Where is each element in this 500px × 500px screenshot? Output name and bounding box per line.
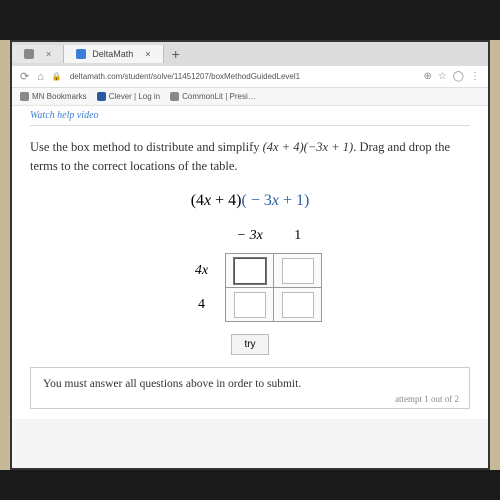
- instruction-text: Use the box method to distribute and sim…: [30, 138, 470, 176]
- expr-var: x: [272, 192, 279, 209]
- col-header-0: − 3x: [226, 220, 274, 254]
- expr-part: + 4): [211, 192, 241, 209]
- lock-icon: 🔒: [52, 72, 62, 81]
- profile-icon[interactable]: ◯: [453, 71, 464, 82]
- drop-cell-1-0[interactable]: [226, 288, 274, 322]
- bookmark-item[interactable]: MN Bookmarks: [20, 92, 87, 101]
- drop-cell-1-1[interactable]: [274, 288, 322, 322]
- drop-cell-0-0[interactable]: [226, 254, 274, 288]
- drop-cell-0-1[interactable]: [274, 254, 322, 288]
- col-header-1: 1: [274, 220, 322, 254]
- bookmark-item[interactable]: CommonLit | Presi…: [170, 92, 256, 101]
- try-button[interactable]: try: [231, 334, 268, 355]
- url-text[interactable]: deltamath.com/student/solve/11451207/box…: [70, 72, 416, 81]
- bookmark-label: Clever | Log in: [109, 92, 160, 101]
- refresh-icon[interactable]: ⟳: [20, 70, 29, 83]
- warning-text: You must answer all questions above in o…: [43, 378, 301, 390]
- laptop-bottom-bezel: [0, 470, 500, 500]
- expr-part: + 1): [279, 192, 309, 209]
- divider: [30, 125, 470, 126]
- screen: × DeltaMath × + ⟳ ⌂ 🔒 deltamath.com/stud…: [10, 40, 490, 470]
- new-tab-button[interactable]: +: [164, 46, 188, 62]
- browser-tab-0[interactable]: ×: [12, 45, 64, 63]
- instruction-pre: Use the box method to distribute and sim…: [30, 140, 263, 154]
- bookmark-icon: [20, 92, 29, 101]
- expr-part: ( − 3: [241, 192, 271, 209]
- attempt-counter: attempt 1 out of 2: [395, 394, 459, 404]
- row-header-0: 4x: [178, 254, 226, 288]
- page-content: Watch help video Use the box method to d…: [12, 106, 488, 419]
- tab-label: DeltaMath: [92, 49, 133, 59]
- row-header-1: 4: [178, 288, 226, 322]
- url-right-icons: ⊕ ☆ ◯ ⋮: [423, 71, 480, 82]
- tab-close-icon[interactable]: ×: [46, 49, 51, 59]
- browser-tab-1[interactable]: DeltaMath ×: [64, 45, 163, 63]
- expr-part: (4: [191, 192, 204, 209]
- submit-warning-box: You must answer all questions above in o…: [30, 367, 470, 409]
- drop-target[interactable]: [282, 258, 314, 284]
- bookmarks-bar: MN Bookmarks Clever | Log in CommonLit |…: [12, 88, 488, 106]
- bookmark-icon: [170, 92, 179, 101]
- corner-cell: [178, 220, 226, 254]
- drop-target[interactable]: [234, 292, 266, 318]
- star-icon[interactable]: ☆: [438, 71, 447, 82]
- extension-icon[interactable]: ⊕: [423, 71, 431, 82]
- instruction-expression: (4x + 4)(−3x + 1): [263, 140, 354, 154]
- address-bar: ⟳ ⌂ 🔒 deltamath.com/student/solve/114512…: [12, 66, 488, 88]
- bookmark-item[interactable]: Clever | Log in: [97, 92, 160, 101]
- home-icon[interactable]: ⌂: [37, 71, 44, 83]
- favicon-icon: [24, 49, 34, 59]
- drop-target[interactable]: [282, 292, 314, 318]
- browser-tab-strip: × DeltaMath × +: [12, 42, 488, 66]
- tab-close-icon[interactable]: ×: [145, 49, 150, 59]
- bookmark-label: CommonLit | Presi…: [182, 92, 256, 101]
- bookmark-icon: [97, 92, 106, 101]
- bookmark-label: MN Bookmarks: [32, 92, 87, 101]
- display-expression: (4x + 4)( − 3x + 1): [30, 192, 470, 210]
- favicon-icon: [76, 49, 86, 59]
- box-method-table: − 3x 1 4x 4: [178, 220, 323, 323]
- laptop-top-bezel: [0, 0, 500, 40]
- menu-icon[interactable]: ⋮: [470, 71, 480, 82]
- watch-help-link[interactable]: Watch help video: [30, 110, 470, 121]
- drop-target[interactable]: [234, 258, 266, 284]
